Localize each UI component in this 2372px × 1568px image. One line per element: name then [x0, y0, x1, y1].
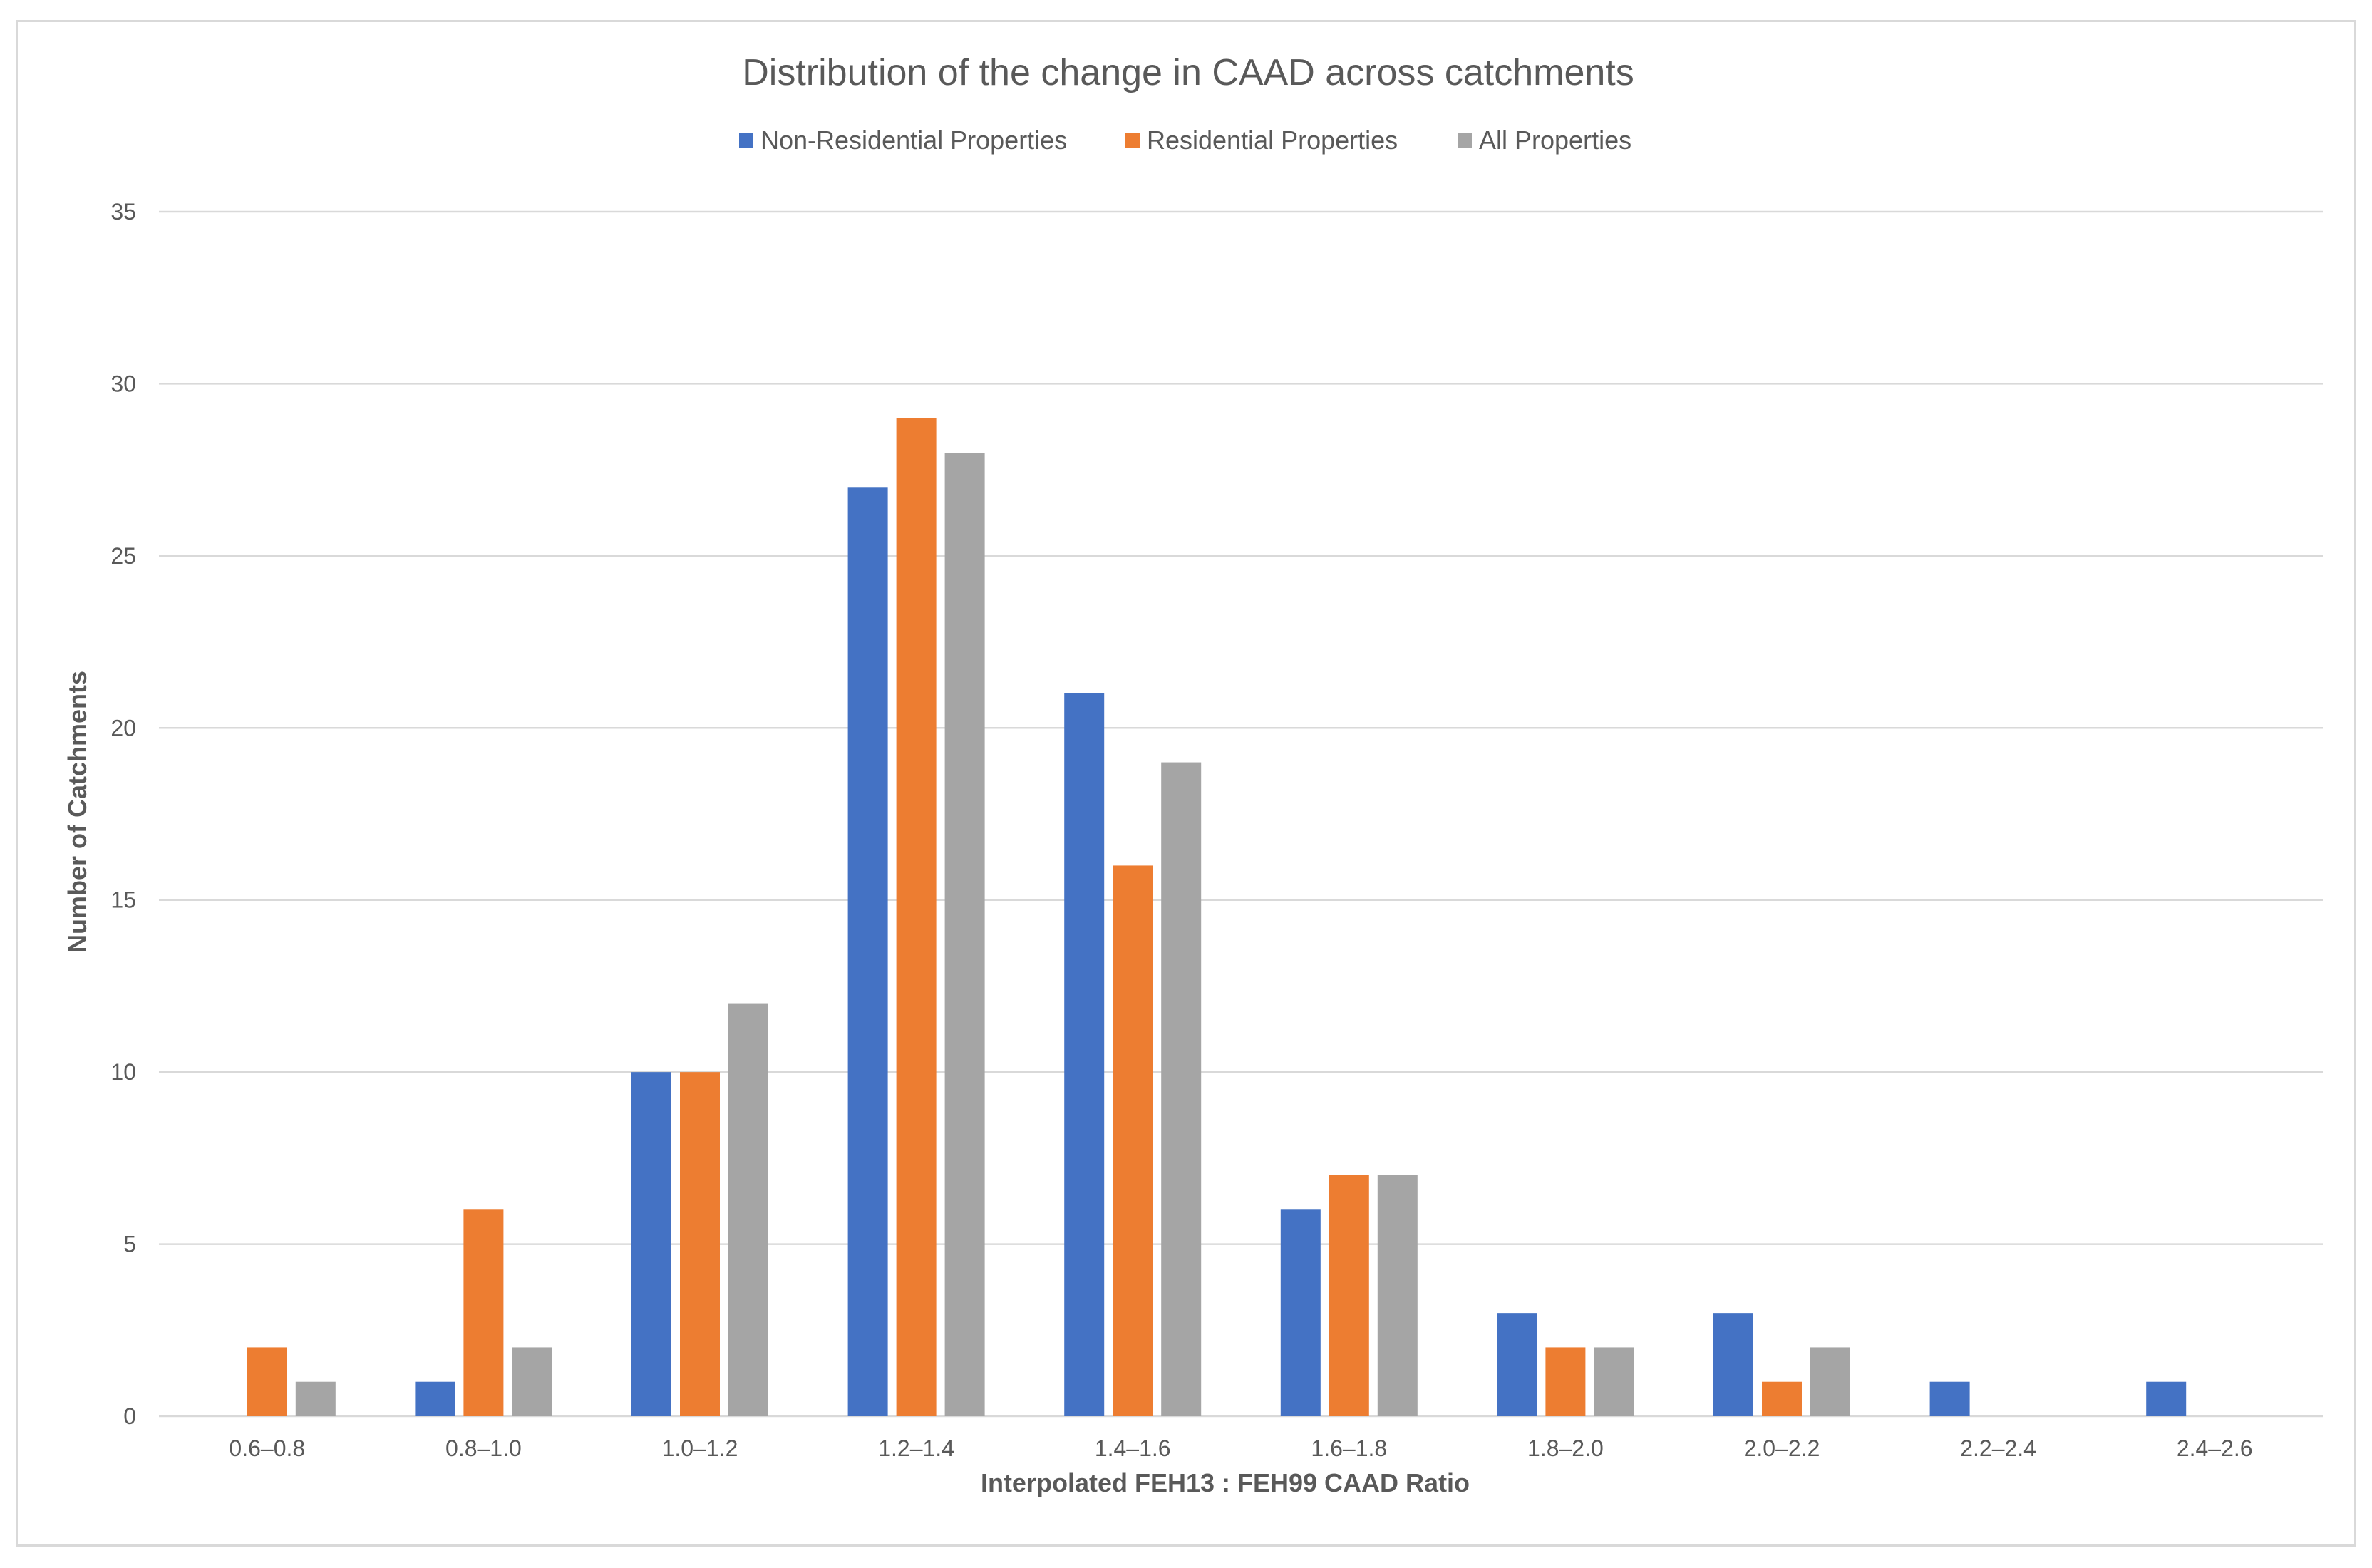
- bar: [896, 418, 937, 1416]
- bar: [512, 1347, 552, 1416]
- y-tick-label: 25: [110, 543, 136, 569]
- bar: [463, 1209, 504, 1416]
- bar: [1594, 1347, 1634, 1416]
- x-tick-label: 0.6–0.8: [229, 1435, 305, 1461]
- bars: [247, 418, 2187, 1417]
- x-tick-label: 1.2–1.4: [878, 1435, 954, 1461]
- y-tick-label: 5: [123, 1232, 136, 1257]
- bar: [1064, 693, 1105, 1416]
- bar: [631, 1072, 671, 1416]
- bar: [295, 1381, 336, 1416]
- y-tick-label: 30: [110, 371, 136, 396]
- y-tick-label: 0: [123, 1403, 136, 1429]
- bar: [415, 1381, 455, 1416]
- y-tick-label: 15: [110, 887, 136, 913]
- y-tick-label: 10: [110, 1059, 136, 1085]
- y-axis-title: Number of Catchments: [63, 671, 92, 953]
- bar: [1377, 1175, 1418, 1416]
- legend-label: Non-Residential Properties: [760, 125, 1067, 155]
- bar: [1497, 1313, 1537, 1416]
- chart-title: Distribution of the change in CAAD acros…: [742, 52, 1634, 93]
- bar: [1929, 1381, 1970, 1416]
- bar: [2146, 1381, 2187, 1416]
- bar: [1161, 762, 1202, 1416]
- bar: [1762, 1381, 1802, 1416]
- bar: [247, 1347, 287, 1416]
- bar: [1810, 1347, 1850, 1416]
- x-tick-label: 1.8–2.0: [1527, 1435, 1604, 1461]
- bar: [1113, 865, 1153, 1416]
- chart-frame: Distribution of the change in CAAD acros…: [16, 20, 2356, 1547]
- legend-label: Residential Properties: [1147, 125, 1398, 155]
- bar-chart: Distribution of the change in CAAD acros…: [63, 52, 2323, 1497]
- legend-swatch: [1458, 133, 1472, 148]
- bar: [1280, 1209, 1321, 1416]
- y-tick-label: 20: [110, 715, 136, 741]
- y-tick-label: 35: [110, 199, 136, 225]
- gridlines: [159, 210, 2323, 1418]
- x-tick-label: 1.4–1.6: [1095, 1435, 1171, 1461]
- bar: [847, 487, 888, 1417]
- bar: [680, 1072, 720, 1416]
- bar: [1713, 1313, 1753, 1416]
- x-axis-ticks: 0.6–0.8 0.8–1.0 1.0–1.2 1.2–1.4 1.4–1.6 1.6–1…: [229, 1435, 2252, 1461]
- x-axis-title: Interpolated FEH13 : FEH99 CAAD Ratio: [981, 1468, 1470, 1497]
- legend: Non-Residential Properties Residential Pr…: [739, 125, 1631, 155]
- bar: [1545, 1347, 1586, 1416]
- x-tick-label: 1.6–1.8: [1311, 1435, 1387, 1461]
- legend-label: All Properties: [1479, 125, 1631, 155]
- legend-swatch: [1125, 133, 1140, 148]
- x-tick-label: 2.4–2.6: [2177, 1435, 2253, 1461]
- x-tick-label: 0.8–1.0: [445, 1435, 522, 1461]
- bar: [944, 453, 985, 1416]
- legend-swatch: [739, 133, 753, 148]
- bar: [728, 1003, 768, 1416]
- x-tick-label: 1.0–1.2: [662, 1435, 738, 1461]
- bar: [1329, 1175, 1369, 1416]
- x-tick-label: 2.2–2.4: [1960, 1435, 2036, 1461]
- y-axis-ticks: 0 5 10 15 20 25 30 35: [110, 199, 136, 1429]
- x-tick-label: 2.0–2.2: [1744, 1435, 1820, 1461]
